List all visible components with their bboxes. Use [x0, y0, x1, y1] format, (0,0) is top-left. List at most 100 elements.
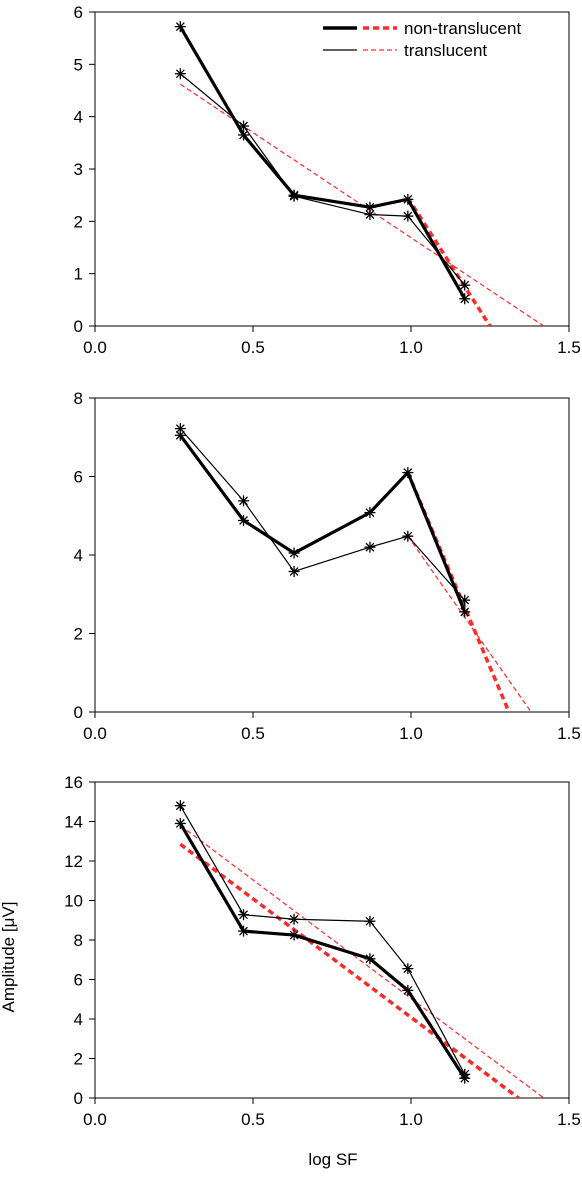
x-tick-label: 1.0	[399, 724, 423, 743]
y-tick-label: 2	[74, 212, 83, 231]
data-point-translucent	[459, 279, 471, 291]
data-point-non-translucent	[402, 984, 414, 996]
marker-stroke	[460, 1069, 470, 1079]
marker-stroke	[365, 954, 375, 964]
marker-stroke	[239, 121, 248, 131]
marker-stroke	[175, 424, 185, 434]
x-tick-label: 1.0	[399, 1110, 423, 1129]
data-point-translucent	[174, 68, 186, 80]
marker-stroke	[365, 210, 375, 219]
marker-stroke	[403, 468, 413, 477]
data-point-translucent	[238, 909, 250, 921]
marker-stroke	[239, 516, 248, 525]
marker-stroke	[403, 194, 413, 204]
marker-stroke	[460, 595, 470, 605]
plot-frame	[94, 11, 570, 327]
series-line-translucent	[179, 73, 466, 286]
fit-line-translucent	[407, 535, 532, 713]
legend-label-non-translucent: non-translucent	[404, 19, 521, 38]
marker-stroke	[365, 916, 375, 926]
data-point-translucent	[364, 209, 376, 221]
marker-stroke	[175, 801, 185, 811]
marker-stroke	[239, 910, 248, 920]
x-tick-label: 1.5	[557, 1110, 581, 1129]
marker-stroke	[365, 542, 375, 552]
marker-stroke	[175, 430, 185, 440]
data-point-non-translucent	[288, 547, 300, 559]
fit-line-non-translucent	[406, 196, 492, 327]
panel-bottom: 0.0 0.5 1.0 1.5 0 2 4 6 8 10 12 14 16	[64, 773, 581, 1129]
data-point-non-translucent	[364, 507, 376, 519]
series-line-translucent	[179, 805, 466, 1075]
marker-stroke	[289, 567, 299, 576]
data-point-translucent	[402, 963, 414, 975]
y-tick-label: 6	[74, 468, 83, 487]
data-point-translucent	[174, 423, 186, 435]
plot-frame	[94, 397, 570, 713]
marker-stroke	[365, 202, 375, 212]
data-point-translucent	[402, 530, 414, 542]
fit-line-non-translucent	[179, 842, 520, 1100]
plot-frame	[94, 781, 570, 1099]
y-tick-label: 6	[74, 971, 83, 990]
data-point-translucent	[364, 541, 376, 553]
legend-label-translucent: translucent	[404, 41, 487, 60]
y-tick-label: 5	[74, 55, 83, 74]
data-point-non-translucent	[459, 293, 471, 305]
marker-stroke	[403, 531, 413, 541]
legend: non-translucent translucent	[323, 19, 521, 60]
marker-stroke	[460, 294, 470, 304]
series-line-non-translucent	[178, 25, 467, 300]
data-point-translucent	[288, 190, 300, 202]
y-tick-label: 4	[74, 546, 83, 565]
y-axis-title: Amplitude [μV]	[0, 902, 18, 1013]
data-point-non-translucent	[238, 925, 250, 937]
data-point-translucent	[402, 210, 414, 222]
marker-stroke	[403, 211, 413, 221]
x-tick-label: 0.5	[241, 1110, 265, 1129]
y-tick-label: 2	[74, 625, 83, 644]
y-tick-label: 4	[74, 108, 83, 127]
data-point-translucent	[174, 800, 186, 812]
marker-stroke	[289, 548, 299, 558]
data-point-translucent	[459, 1068, 471, 1080]
y-tick-label: 0	[74, 703, 83, 722]
x-tick-label: 1.0	[399, 338, 423, 357]
data-point-translucent	[288, 913, 300, 925]
data-point-translucent	[459, 594, 471, 606]
y-tick-label: 12	[64, 852, 83, 871]
marker-stroke	[239, 496, 248, 506]
y-tick-label: 4	[74, 1010, 83, 1029]
x-tick-label: 0.0	[83, 724, 107, 743]
x-axis-title: log SF	[308, 1150, 357, 1169]
data-point-non-translucent	[174, 817, 186, 829]
marker-stroke	[403, 964, 413, 974]
series-line-translucent	[179, 428, 466, 601]
data-point-non-translucent	[402, 193, 414, 205]
data-point-translucent	[238, 495, 250, 507]
y-tick-label: 8	[74, 931, 83, 950]
data-point-translucent	[238, 120, 250, 132]
x-tick-label: 0.5	[241, 724, 265, 743]
y-tick-label: 14	[64, 813, 83, 832]
x-tick-label: 1.5	[557, 724, 581, 743]
y-tick-label: 1	[74, 265, 83, 284]
y-tick-label: 6	[74, 3, 83, 22]
data-point-non-translucent	[174, 21, 186, 33]
marker-stroke	[175, 819, 185, 828]
x-tick-label: 1.5	[557, 338, 581, 357]
data-point-translucent	[288, 565, 300, 577]
y-tick-label: 0	[74, 1089, 83, 1108]
series-line-non-translucent	[179, 434, 467, 613]
y-tick-label: 16	[64, 773, 83, 792]
marker-stroke	[289, 191, 299, 201]
data-point-non-translucent	[238, 514, 250, 526]
y-tick-label: 8	[74, 389, 83, 408]
marker-stroke	[239, 926, 248, 936]
marker-stroke	[403, 985, 413, 995]
marker-stroke	[365, 508, 375, 518]
marker-stroke	[175, 69, 185, 79]
y-tick-label: 10	[64, 892, 83, 911]
